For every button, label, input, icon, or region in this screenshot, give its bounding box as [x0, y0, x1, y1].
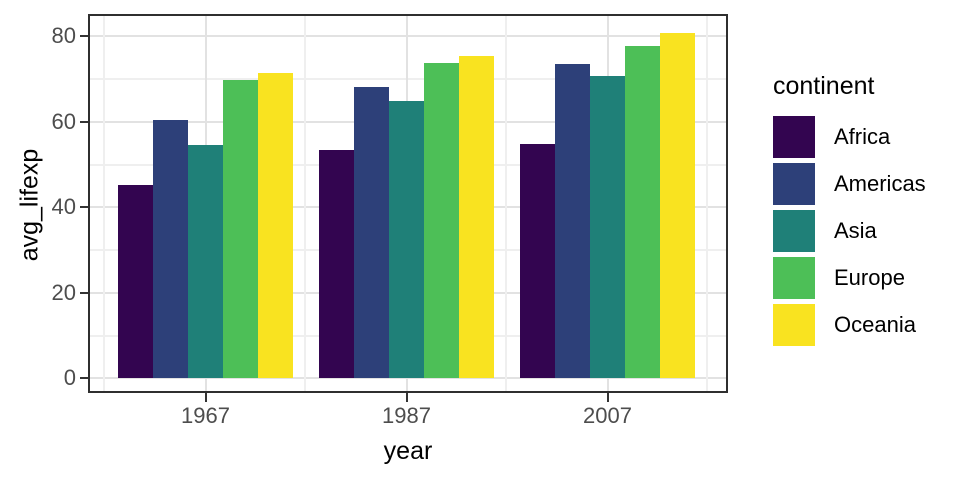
bar-oceania-1987 — [459, 56, 494, 379]
legend-item-europe: Europe — [773, 257, 926, 299]
bar-africa-1967 — [118, 184, 153, 379]
legend-label: Americas — [834, 171, 926, 196]
legend-title: continent — [773, 72, 875, 100]
gridline-minor-x — [103, 14, 105, 393]
legend-items: Africa Americas Asia Europe Oceania — [773, 116, 926, 346]
y-tick-mark — [80, 291, 88, 294]
legend-swatch-africa — [773, 116, 815, 158]
bar-africa-1987 — [319, 150, 354, 379]
y-tick-mark — [80, 377, 88, 380]
gridline-minor-y — [88, 78, 728, 81]
y-tick-mark — [80, 206, 88, 209]
y-tick-label: 40 — [51, 194, 76, 220]
x-tick-label: 1967 — [181, 403, 230, 428]
legend-item-africa: Africa — [773, 116, 926, 158]
bar-americas-2007 — [555, 63, 590, 379]
y-tick-mark — [80, 35, 88, 38]
legend-swatch-asia — [773, 210, 815, 252]
legend-item-asia: Asia — [773, 210, 926, 252]
bar-asia-2007 — [590, 75, 625, 379]
gridline-major-y — [88, 35, 728, 38]
legend-item-oceania: Oceania — [773, 304, 926, 346]
x-tick-mark — [606, 393, 609, 402]
x-tick-label: 2007 — [583, 403, 632, 428]
bar-europe-1987 — [424, 63, 459, 379]
legend-swatch-americas — [773, 163, 815, 205]
bar-asia-1967 — [188, 144, 223, 379]
legend-item-americas: Americas — [773, 163, 926, 205]
bar-africa-2007 — [520, 143, 555, 379]
legend-label: Africa — [834, 124, 891, 149]
gridline-minor-x — [706, 14, 708, 393]
legend-swatch-oceania — [773, 304, 815, 346]
legend-label: Europe — [834, 265, 905, 290]
legend-label: Asia — [834, 218, 877, 243]
bar-europe-2007 — [625, 46, 660, 379]
x-tick-mark — [204, 393, 207, 402]
legend-label: Oceania — [834, 312, 916, 337]
y-tick-label: 0 — [63, 365, 76, 391]
gridline-major-y — [88, 377, 728, 380]
bar-oceania-2007 — [660, 33, 695, 379]
y-tick-label: 80 — [51, 23, 76, 49]
x-axis-title: year — [383, 437, 433, 465]
gridline-minor-x — [505, 14, 507, 393]
legend: continent Africa Americas Asia Europe Oceani… — [773, 72, 926, 351]
bar-oceania-1967 — [258, 73, 293, 379]
bar-asia-1987 — [389, 101, 424, 379]
bar-americas-1987 — [354, 87, 389, 379]
bar-americas-1967 — [153, 120, 188, 379]
y-tick-label: 60 — [51, 108, 76, 134]
plot-panel — [88, 14, 728, 393]
x-tick-label: 1987 — [382, 403, 431, 428]
gridline-minor-x — [304, 14, 306, 393]
y-tick-mark — [80, 120, 88, 123]
legend-swatch-europe — [773, 257, 815, 299]
x-tick-mark — [405, 393, 408, 402]
y-tick-label: 20 — [51, 279, 76, 305]
bar-europe-1967 — [223, 80, 258, 379]
